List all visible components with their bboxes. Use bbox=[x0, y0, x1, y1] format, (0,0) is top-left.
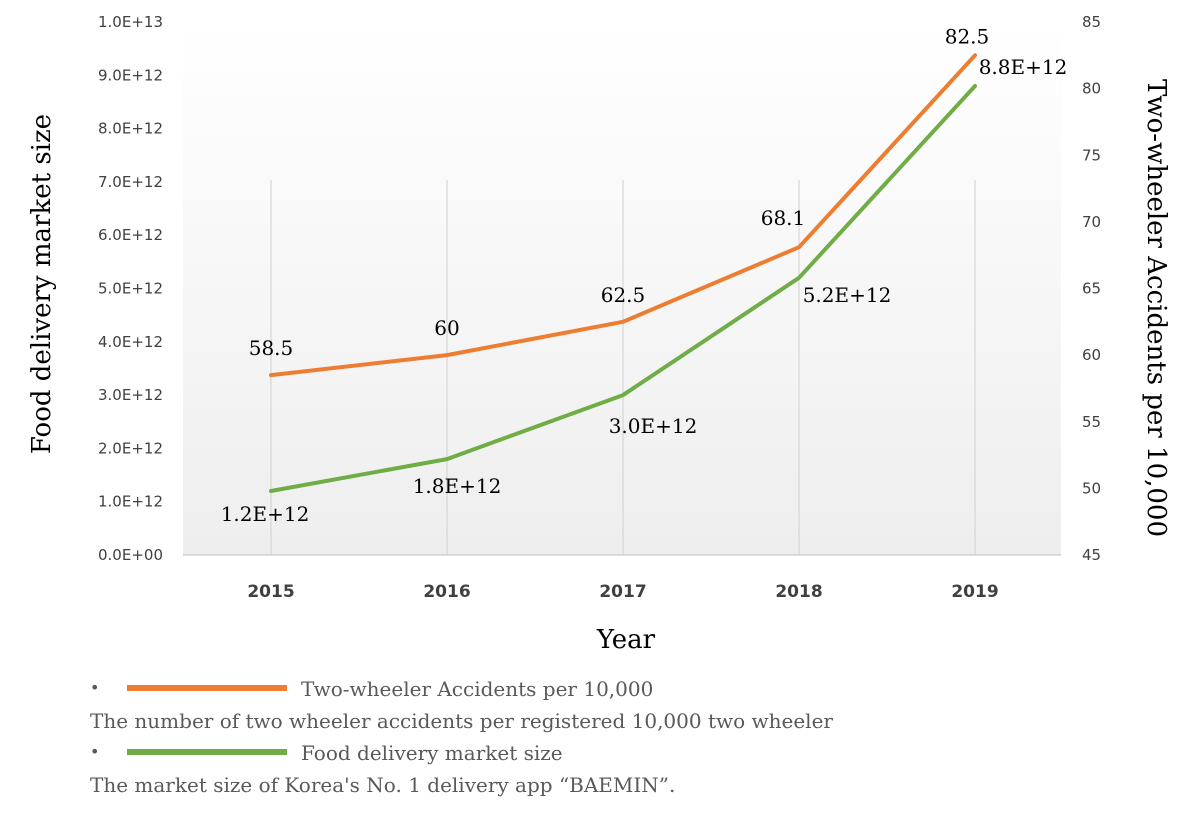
y-tick-label: 7.0E+12 bbox=[98, 173, 163, 191]
right-axis-ticks: 45 50 55 60 65 70 75 80 85 bbox=[1082, 13, 1101, 564]
y-tick-label: 4.0E+12 bbox=[98, 333, 163, 351]
y-tick-label: 0.0E+00 bbox=[98, 546, 163, 564]
y2-tick-label: 55 bbox=[1082, 413, 1101, 431]
x-tick-label: 2018 bbox=[775, 582, 822, 602]
y2-tick-label: 65 bbox=[1082, 280, 1101, 298]
y-tick-label: 3.0E+12 bbox=[98, 386, 163, 404]
legend: • Two-wheeler Accidents per 10,000 The n… bbox=[90, 677, 833, 797]
data-label: 58.5 bbox=[249, 336, 294, 360]
y2-tick-label: 75 bbox=[1082, 146, 1101, 164]
x-tick-label: 2019 bbox=[951, 582, 998, 602]
data-label: 3.0E+12 bbox=[609, 414, 698, 438]
series-line-1 bbox=[269, 84, 977, 493]
legend-bullet: • bbox=[90, 678, 99, 697]
legend-bullet: • bbox=[90, 742, 99, 761]
legend-label-market: Food delivery market size bbox=[301, 741, 563, 765]
data-label: 62.5 bbox=[601, 283, 646, 307]
y2-tick-label: 85 bbox=[1082, 13, 1101, 31]
y2-axis-title: Two-wheeler Accidents per 10,000 bbox=[1141, 79, 1171, 537]
x-tick-label: 2017 bbox=[599, 582, 646, 602]
plot-area bbox=[183, 22, 1061, 555]
y2-tick-label: 45 bbox=[1082, 546, 1101, 564]
data-label: 68.1 bbox=[761, 206, 806, 230]
data-label: 60 bbox=[434, 316, 459, 340]
y2-tick-label: 70 bbox=[1082, 213, 1101, 231]
y-axis-title: Food delivery market size bbox=[27, 114, 57, 454]
data-label: 1.2E+12 bbox=[221, 502, 310, 526]
y-tick-label: 9.0E+12 bbox=[98, 66, 163, 84]
y-tick-label: 8.0E+12 bbox=[98, 120, 163, 138]
data-labels: 58.5 60 62.5 68.1 82.5 1.2E+12 1.8E+12 3.0E+12 5… bbox=[221, 24, 1068, 526]
data-label: 5.2E+12 bbox=[803, 283, 892, 307]
y-tick-label: 2.0E+12 bbox=[98, 439, 163, 457]
data-label: 82.5 bbox=[945, 24, 990, 48]
series-lines bbox=[269, 53, 977, 493]
y-tick-label: 6.0E+12 bbox=[98, 226, 163, 244]
x-axis-title: Year bbox=[596, 625, 656, 655]
left-axis-ticks: 0.0E+00 1.0E+12 2.0E+12 3.0E+12 4.0E+12 5.0E+… bbox=[98, 13, 163, 564]
y-tick-label: 1.0E+12 bbox=[98, 493, 163, 511]
data-label: 8.8E+12 bbox=[979, 55, 1068, 79]
legend-description-accidents: The number of two wheeler accidents per … bbox=[90, 709, 833, 733]
y2-tick-label: 60 bbox=[1082, 346, 1101, 364]
x-axis-ticks: 2015 2016 2017 2018 2019 bbox=[247, 582, 998, 602]
legend-label-accidents: Two-wheeler Accidents per 10,000 bbox=[301, 677, 653, 701]
data-label: 1.8E+12 bbox=[413, 474, 502, 498]
y-tick-label: 1.0E+13 bbox=[98, 13, 163, 31]
y2-tick-label: 50 bbox=[1082, 479, 1101, 497]
y-tick-label: 5.0E+12 bbox=[98, 280, 163, 298]
y2-tick-label: 80 bbox=[1082, 80, 1101, 98]
legend-description-market: The market size of Korea's No. 1 deliver… bbox=[90, 773, 675, 797]
x-tick-label: 2016 bbox=[423, 582, 470, 602]
x-tick-label: 2015 bbox=[247, 582, 294, 602]
series-line-0 bbox=[269, 53, 977, 378]
